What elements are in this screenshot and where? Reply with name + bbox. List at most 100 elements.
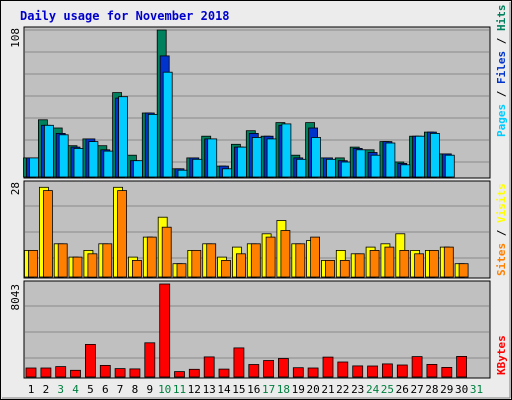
- bar-sites-day-23: [354, 253, 365, 278]
- bar-sites-day-22: [339, 259, 350, 278]
- x-tick-label-day-23: 23: [351, 383, 364, 396]
- bar-sites-day-3: [57, 243, 68, 278]
- x-tick-label-day-3: 3: [57, 383, 64, 396]
- x-tick-label-day-1: 1: [28, 383, 35, 396]
- bar-pages-day-10: [162, 71, 173, 178]
- bar-pages-day-19: [296, 158, 307, 178]
- x-tick-label-day-5: 5: [87, 383, 94, 396]
- x-tick-label-day-17: 17: [262, 383, 275, 396]
- bar-kbytes-day-11: [174, 371, 185, 378]
- bar-kbytes-day-25: [381, 363, 393, 378]
- panel-2-ymax-label: 8043: [9, 284, 22, 311]
- bar-kbytes-day-6: [99, 364, 111, 378]
- bar-kbytes-day-24: [367, 365, 379, 378]
- bar-kbytes-day-8: [129, 368, 141, 378]
- bar-kbytes-day-28: [426, 363, 438, 378]
- panel-1-axis-label: Sites / Visits: [495, 183, 508, 276]
- bar-kbytes-day-20: [307, 367, 319, 378]
- label-visits: Visits: [495, 183, 508, 223]
- bar-pages-day-15: [236, 146, 247, 178]
- x-tick-label-day-2: 2: [43, 383, 50, 396]
- x-tick-label-day-18: 18: [277, 383, 290, 396]
- x-tick-label-day-9: 9: [146, 383, 153, 396]
- bar-pages-day-27: [415, 135, 426, 178]
- bar-pages-day-20: [311, 137, 322, 178]
- bar-pages-day-12: [192, 158, 203, 178]
- bar-kbytes-day-16: [248, 364, 260, 378]
- x-tick-label-day-22: 22: [336, 383, 349, 396]
- bar-pages-day-28: [429, 132, 440, 178]
- x-tick-label-day-6: 6: [102, 383, 109, 396]
- bar-pages-day-1: [29, 157, 39, 178]
- x-tick-label-day-26: 26: [396, 383, 409, 396]
- x-tick-label-day-12: 12: [188, 383, 201, 396]
- bar-kbytes-day-3: [55, 366, 67, 378]
- x-tick-label-day-13: 13: [203, 383, 216, 396]
- bar-kbytes-day-14: [218, 368, 230, 378]
- label-sep-3: /: [495, 223, 508, 243]
- sites-visits-panel: [23, 180, 491, 279]
- bar-sites-day-9: [146, 236, 157, 278]
- bar-sites-day-5: [87, 253, 98, 278]
- bar-kbytes-day-10: [159, 283, 171, 378]
- bar-pages-day-21: [326, 158, 336, 178]
- hits-files-pages-panel: [23, 26, 491, 179]
- label-pages: Pages: [495, 104, 508, 137]
- panel-1-ymax-label: 28: [9, 182, 22, 195]
- bar-kbytes-day-19: [292, 367, 304, 378]
- panel-0-ymax-label: 108: [9, 28, 22, 48]
- panel-2-axis-label: KBytes: [495, 335, 508, 375]
- label-sep-2: /: [495, 31, 508, 51]
- bar-sites-day-11: [176, 263, 187, 278]
- bar-kbytes-day-7: [114, 368, 126, 378]
- bar-pages-day-22: [340, 161, 351, 178]
- bar-pages-day-25: [385, 142, 396, 178]
- bar-kbytes-day-26: [396, 364, 408, 378]
- bar-pages-day-7: [118, 96, 128, 178]
- label-files: Files: [495, 51, 508, 84]
- bar-pages-day-3: [58, 134, 69, 178]
- bar-sites-day-4: [72, 256, 83, 278]
- bar-sites-day-13: [206, 243, 217, 278]
- bar-sites-day-18: [280, 230, 291, 278]
- label-kbytes: KBytes: [495, 335, 508, 375]
- x-tick-label-day-30: 30: [455, 383, 468, 396]
- label-hits: Hits: [495, 5, 508, 32]
- bar-kbytes-day-27: [411, 356, 423, 378]
- bar-pages-day-4: [73, 147, 84, 178]
- bar-sites-day-2: [43, 190, 53, 278]
- bar-kbytes-day-5: [85, 343, 96, 378]
- x-tick-label-day-10: 10: [158, 383, 171, 396]
- x-tick-label-day-8: 8: [132, 383, 139, 396]
- x-tick-label-day-20: 20: [306, 383, 319, 396]
- bar-pages-day-16: [251, 137, 262, 178]
- x-tick-label-day-11: 11: [173, 383, 186, 396]
- bar-sites-day-16: [250, 243, 261, 278]
- bar-sites-day-12: [191, 249, 202, 278]
- bar-pages-day-9: [147, 114, 158, 178]
- bar-pages-day-17: [266, 138, 277, 178]
- bar-sites-day-15: [235, 253, 246, 278]
- bar-sites-day-8: [131, 259, 142, 278]
- bar-pages-day-11: [177, 169, 188, 178]
- bar-kbytes-day-1: [25, 367, 37, 378]
- bar-pages-day-14: [222, 168, 232, 178]
- bar-sites-day-27: [414, 253, 425, 278]
- x-tick-label-day-16: 16: [247, 383, 260, 396]
- x-tick-label-day-27: 27: [410, 383, 423, 396]
- bar-pages-day-29: [444, 154, 455, 178]
- bar-pages-day-23: [355, 149, 366, 178]
- bar-kbytes-day-18: [277, 358, 289, 378]
- bar-kbytes-day-4: [70, 369, 81, 378]
- x-axis-day-labels: 1 2 3 4 5 6 7 8 9 10 11 12 13 14 15 16 17 18 19 20 21 22 23 24 2…: [28, 383, 483, 396]
- x-tick-label-day-15: 15: [232, 383, 245, 396]
- x-tick-label-day-19: 19: [292, 383, 305, 396]
- bar-sites-day-7: [117, 190, 127, 278]
- kbytes-panel: [23, 280, 491, 379]
- bar-kbytes-day-22: [337, 361, 349, 378]
- bar-kbytes-day-2: [40, 367, 52, 378]
- bar-sites-day-10: [161, 226, 172, 278]
- bar-pages-day-6: [103, 150, 114, 178]
- bar-kbytes-day-15: [233, 347, 245, 378]
- x-tick-label-day-29: 29: [440, 383, 453, 396]
